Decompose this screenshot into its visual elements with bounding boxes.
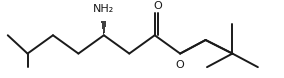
Text: O: O <box>153 1 162 11</box>
Text: O: O <box>176 60 185 70</box>
Text: NH₂: NH₂ <box>93 4 114 14</box>
